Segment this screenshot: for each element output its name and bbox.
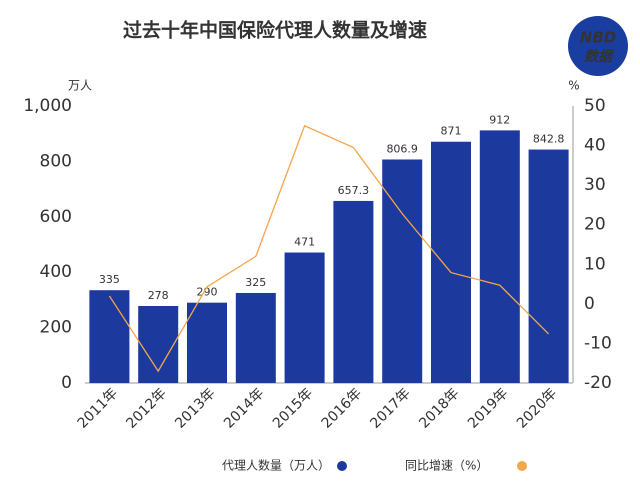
- y2-tick-label: 50: [584, 96, 606, 116]
- logo-bottom: 数据: [584, 48, 615, 65]
- bar: [89, 290, 130, 383]
- bar: [235, 292, 276, 383]
- bar: [430, 141, 472, 383]
- legend-marker: [517, 461, 527, 471]
- legend-label: 同比增速（%）: [405, 459, 488, 473]
- bar: [333, 200, 374, 383]
- legend-label: 代理人数量（万人）: [222, 458, 330, 473]
- data-label: 278: [148, 289, 169, 302]
- bar: [479, 130, 520, 383]
- y-tick-label: 400: [40, 262, 72, 282]
- data-label: 471: [294, 236, 315, 249]
- y2-tick-label: 20: [584, 215, 606, 235]
- y2-tick-label: -20: [584, 373, 612, 393]
- y-tick-label: 1,000: [23, 96, 72, 116]
- line: [108, 124, 550, 373]
- logo-badge: [568, 16, 628, 76]
- data-label: 335: [99, 273, 120, 286]
- bar: [528, 149, 569, 383]
- y-tick-label: 200: [40, 318, 72, 338]
- y2-tick-label: 0: [584, 294, 595, 314]
- y-tick-label: 600: [40, 207, 72, 227]
- legend-marker: [337, 461, 347, 471]
- chart-title: 过去十年中国保险代理人数量及增速: [123, 19, 427, 42]
- y-unit: 万人: [68, 79, 92, 93]
- y2-tick-label: -10: [584, 333, 612, 353]
- y2-tick-label: 40: [584, 136, 606, 156]
- data-label: 325: [245, 276, 266, 289]
- data-label: 657.3: [338, 184, 370, 197]
- logo-top: NBD: [580, 29, 616, 47]
- data-label: 842.8: [533, 133, 565, 146]
- y2-tick-label: 30: [584, 175, 606, 195]
- y2-tick-label: 10: [584, 254, 606, 274]
- bar: [382, 159, 423, 383]
- data-label: 806.9: [386, 142, 418, 155]
- bar: [284, 252, 325, 383]
- y-tick-label: 0: [61, 373, 72, 393]
- y2-unit: %: [568, 79, 579, 93]
- data-label: 912: [489, 113, 510, 126]
- data-label: 871: [441, 125, 462, 138]
- bar: [186, 302, 228, 383]
- y-tick-label: 800: [40, 151, 72, 171]
